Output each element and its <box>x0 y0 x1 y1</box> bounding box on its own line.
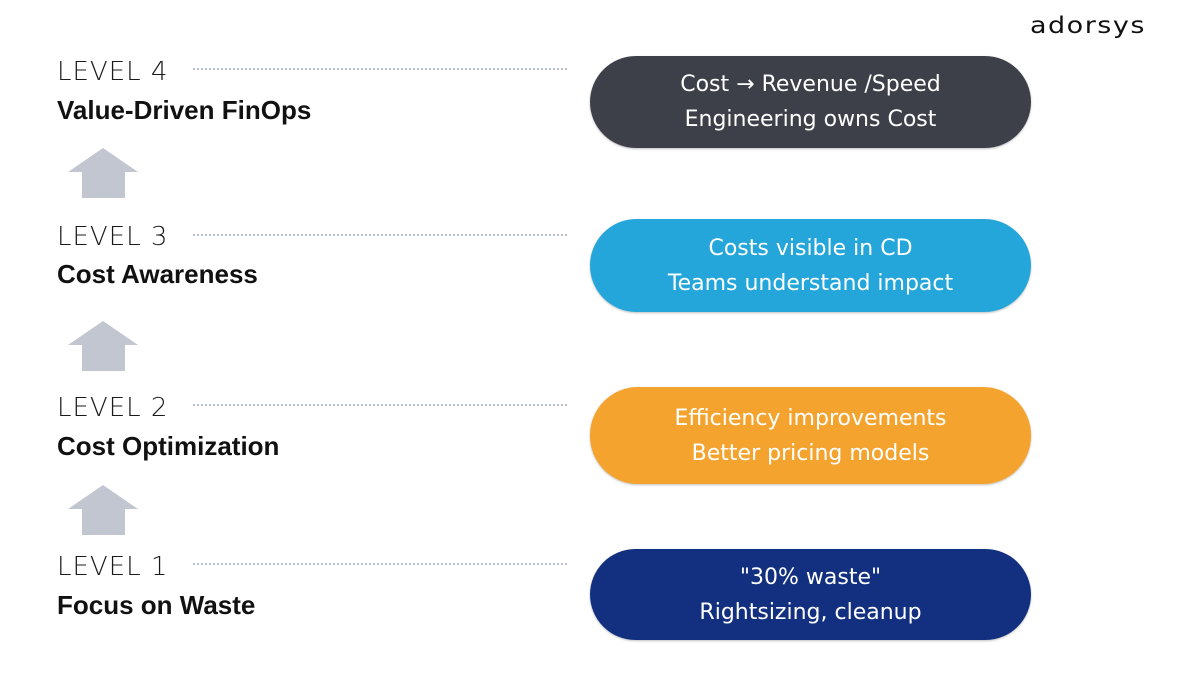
level-2-line2: Better pricing models <box>691 440 930 466</box>
level-4-line2: Engineering owns Cost <box>684 107 937 132</box>
adorsys-logo: adorsys <box>1030 12 1146 39</box>
level-2-title: Cost Optimization <box>57 431 280 461</box>
level-2-line1: Efficiency improvements <box>674 405 947 431</box>
level-4-label: LEVEL 4 <box>57 57 169 87</box>
level-3-title: Cost Awareness <box>57 259 258 289</box>
level-1-connector <box>193 563 567 565</box>
level-4-title: Value-Driven FinOps <box>57 95 312 125</box>
level-3-line2: Teams understand impact <box>667 270 954 296</box>
level-1-line1: "30% waste" <box>739 564 882 590</box>
arrow-up-icon <box>68 321 138 371</box>
level-4-pill: Cost → Revenue /Speed Engineering owns C… <box>590 56 1031 148</box>
level-1-label: LEVEL 1 <box>57 552 169 582</box>
level-3-pill: Costs visible in CD Teams understand imp… <box>590 219 1031 312</box>
level-3-connector <box>193 234 567 236</box>
arrow-up-icon <box>68 485 138 535</box>
level-2-connector <box>193 404 567 406</box>
level-1-pill: "30% waste" Rightsizing, cleanup <box>590 549 1031 640</box>
level-1-title: Focus on Waste <box>57 590 256 620</box>
level-3-label: LEVEL 3 <box>57 222 169 252</box>
arrow-up-icon <box>68 148 138 198</box>
level-4-line1: Cost → Revenue /Speed <box>680 72 941 97</box>
level-3-line1: Costs visible in CD <box>708 235 913 261</box>
level-2-pill: Efficiency improvements Better pricing m… <box>590 387 1031 484</box>
level-4-connector <box>193 68 567 70</box>
level-2-label: LEVEL 2 <box>57 393 169 423</box>
level-1-line2: Rightsizing, cleanup <box>699 599 922 625</box>
